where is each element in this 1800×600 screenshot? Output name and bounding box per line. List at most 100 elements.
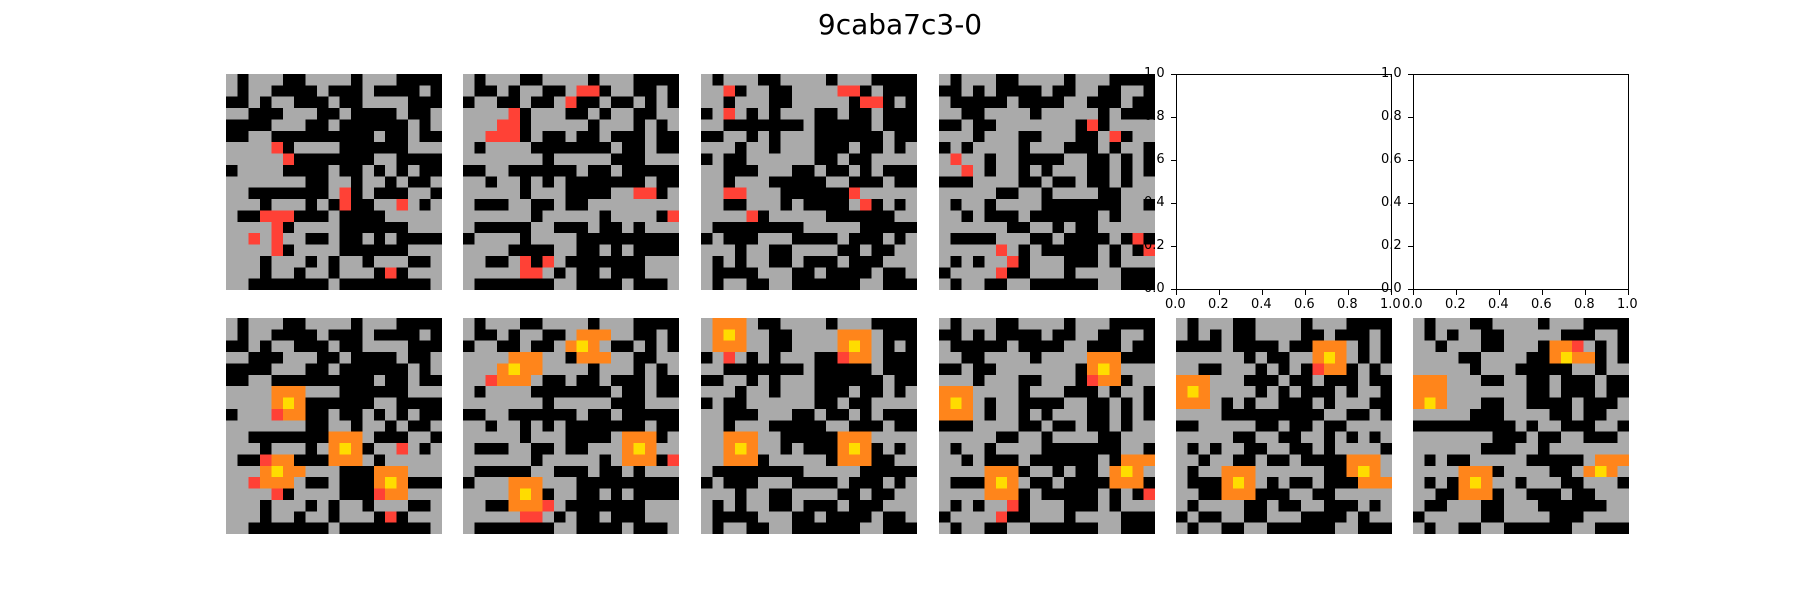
grid-cell: [396, 96, 409, 109]
grid-cell: [1583, 465, 1596, 478]
grid-panel-r2-c6: [1413, 318, 1629, 534]
grid-cell: [633, 85, 646, 97]
grid-cell: [1221, 522, 1234, 534]
grid-cell: [1266, 386, 1279, 398]
grid-cell: [474, 210, 486, 223]
grid-cell: [542, 374, 555, 387]
grid-cell: [656, 255, 668, 268]
grid-cell: [542, 244, 555, 257]
grid-cell: [1041, 363, 1053, 376]
grid-cell: [351, 477, 363, 489]
grid-cell: [396, 210, 409, 223]
grid-cell: [419, 499, 431, 512]
grid-cell: [950, 96, 962, 109]
grid-cell: [894, 408, 906, 421]
grid-cell: [860, 318, 872, 330]
grid-cell: [1458, 499, 1471, 512]
grid-cell: [485, 233, 498, 245]
grid-cell: [1210, 363, 1222, 376]
grid-cell: [894, 329, 906, 341]
grid-cell: [848, 164, 861, 177]
grid-cell: [1301, 522, 1313, 534]
grid-cell: [282, 420, 295, 432]
grid-cell: [282, 119, 295, 132]
grid-cell: [1606, 397, 1618, 410]
grid-cell: [1086, 511, 1099, 523]
grid-cell: [1606, 499, 1618, 512]
grid-cell: [248, 431, 261, 444]
grid-cell: [474, 278, 486, 290]
grid-cell: [1469, 443, 1482, 455]
grid-cell: [351, 108, 363, 120]
grid-cell: [735, 363, 747, 376]
grid-cell: [531, 318, 543, 330]
grid-cell: [497, 408, 509, 421]
grid-cell: [622, 408, 634, 421]
grid-cell: [316, 431, 329, 444]
grid-cell: [463, 119, 475, 132]
grid-cell: [305, 278, 318, 290]
grid-cell: [746, 397, 759, 410]
grid-cell: [1007, 522, 1019, 534]
grid-cell: [1312, 522, 1325, 534]
grid-cell: [576, 363, 589, 376]
grid-cell: [328, 153, 340, 166]
grid-cell: [780, 267, 793, 279]
grid-cell: [723, 130, 736, 143]
grid-cell: [226, 363, 238, 376]
grid-cell: [1109, 142, 1122, 154]
grid-cell: [1594, 511, 1607, 523]
grid-cell: [396, 255, 409, 268]
grid-cell: [826, 221, 838, 234]
grid-cell: [407, 454, 420, 467]
grid-cell: [519, 363, 532, 376]
grid-cell: [633, 340, 646, 353]
grid-cell: [1492, 477, 1505, 489]
grid-cell: [328, 108, 340, 120]
grid-cell: [463, 153, 475, 166]
grid-cell: [553, 153, 566, 166]
grid-cell: [1447, 397, 1459, 410]
grid-cell: [248, 199, 261, 211]
grid-cell: [1357, 443, 1370, 455]
grid-cell: [1120, 420, 1133, 432]
grid-cell: [1424, 397, 1436, 410]
grid-cell: [373, 153, 386, 166]
grid-cell: [826, 210, 838, 223]
grid-cell: [1301, 511, 1313, 523]
grid-cell: [1075, 511, 1088, 523]
grid-cell: [644, 408, 657, 421]
grid-cell: [1357, 477, 1370, 489]
grid-cell: [1424, 420, 1436, 432]
grid-cell: [984, 85, 997, 97]
grid-cell: [260, 199, 272, 211]
grid-cell: [826, 199, 838, 211]
grid-cell: [1210, 329, 1222, 341]
grid-cell: [1132, 244, 1144, 257]
grid-cell: [373, 488, 386, 501]
grid-cell: [905, 363, 917, 376]
grid-cell: [282, 511, 295, 523]
grid-cell: [553, 408, 566, 421]
grid-cell: [1187, 499, 1199, 512]
grid-cell: [939, 499, 951, 512]
grid-cell: [1086, 233, 1099, 245]
grid-cell: [667, 420, 679, 432]
grid-cell: [610, 199, 623, 211]
grid-cell: [328, 255, 340, 268]
grid-cell: [396, 420, 409, 432]
grid-cell: [260, 363, 272, 376]
grid-cell: [1198, 465, 1211, 478]
grid-cell: [553, 199, 566, 211]
grid-cell: [667, 488, 679, 501]
grid-cell: [1029, 164, 1042, 177]
grid-cell: [1018, 488, 1031, 501]
grid-cell: [1098, 318, 1110, 330]
grid-cell: [1018, 522, 1031, 534]
grid-cell: [576, 164, 589, 177]
grid-cell: [1244, 386, 1256, 398]
grid-cell: [848, 267, 861, 279]
grid-cell: [599, 408, 612, 421]
grid-cell: [542, 431, 555, 444]
grid-cell: [1380, 488, 1392, 501]
